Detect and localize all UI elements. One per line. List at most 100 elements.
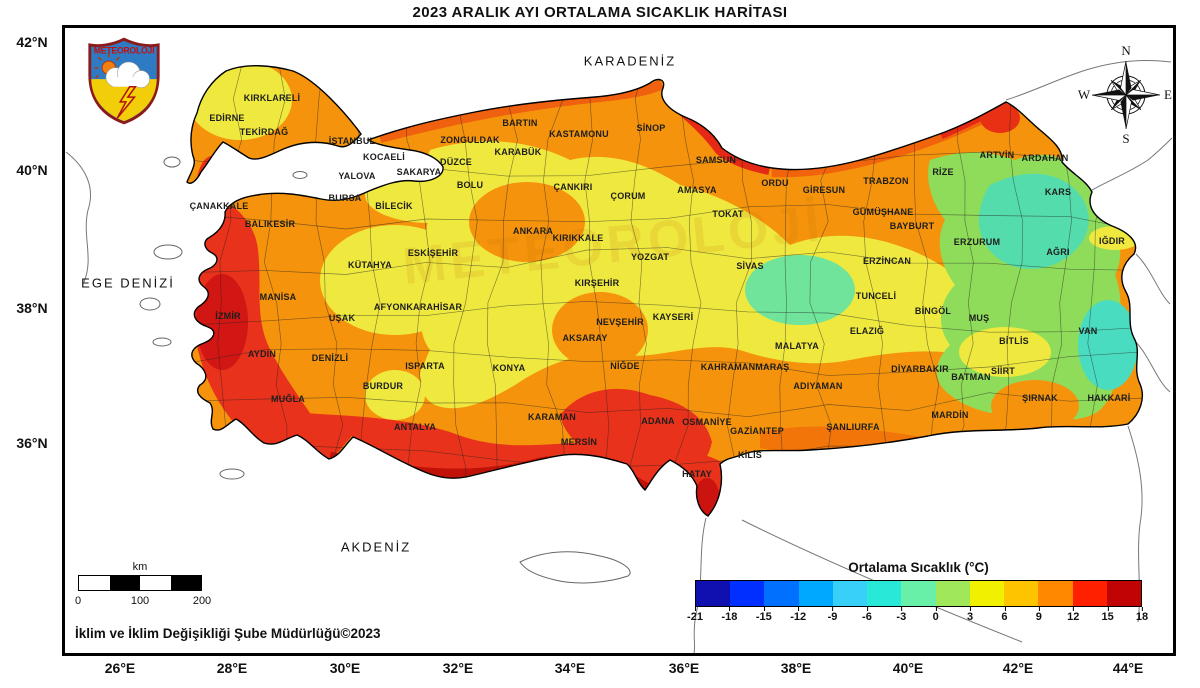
province-border-line [187, 392, 1143, 418]
legend-tick-label: -3 [896, 607, 907, 623]
legend-color-segment [764, 581, 799, 606]
page-title: 2023 ARALIK AYI ORTALAMA SICAKLIK HARİTA… [412, 4, 788, 21]
legend-color-segment [798, 581, 833, 606]
turkey-temperature-map: METEOROLOJİ [65, 59, 1173, 653]
greece-coast-line [65, 151, 92, 283]
region-deeporange-west-blacksea [378, 79, 665, 143]
map-frame: METEOROLOJİ [62, 25, 1176, 656]
legend-tick-label: -18 [721, 607, 738, 623]
islands-group [139, 156, 631, 584]
longitude-label: 36°E [668, 660, 700, 676]
legend-tick-label: -15 [755, 607, 772, 623]
compass-points-small [1110, 79, 1142, 111]
longitude-label: 38°E [780, 660, 812, 676]
latitude-label: 40°N [16, 162, 48, 178]
longitude-label: 42°E [1002, 660, 1034, 676]
logo-lightning-icon [116, 85, 137, 119]
compass-s-label: S [1122, 131, 1129, 146]
thrace-outline [186, 65, 362, 184]
legend-color-segment [696, 581, 731, 606]
region-cyan-sivas-east [745, 255, 855, 325]
compass-points-cardinal [1091, 60, 1161, 130]
legend-color-segment [867, 581, 902, 606]
region-cyan-erzurum-kars [978, 173, 1089, 269]
legend-color-segment [935, 581, 970, 606]
latitude-label: 38°N [16, 300, 48, 316]
latitude-label: 36°N [16, 435, 48, 451]
longitude-label: 44°E [1112, 660, 1144, 676]
legend-colorbar [695, 580, 1142, 607]
legend-color-segment [1106, 581, 1142, 606]
legend-tick-label: 0 [932, 607, 939, 623]
island [139, 297, 161, 311]
region-yellow-igdir [1089, 226, 1141, 250]
province-border-line [187, 204, 1143, 233]
legend-tick-label: 9 [1035, 607, 1042, 623]
province-border-line [453, 65, 478, 517]
island [219, 468, 245, 480]
legend-tick-label: 15 [1101, 607, 1114, 623]
turkey-outline [186, 65, 1144, 517]
credit-text: İklim ve İklim Değişikliği Şube Müdürlüğ… [75, 626, 381, 641]
region-red-mediterranean [288, 412, 724, 517]
legend-title: Ortalama Sıcaklık (°C) [848, 560, 989, 575]
compass-rose: N S E W [1078, 43, 1172, 146]
logo-cloud-icon [105, 61, 150, 88]
longitude-label: 32°E [442, 660, 474, 676]
latitude-label: 42°N [16, 34, 48, 50]
legend-tick-label: -9 [827, 607, 838, 623]
logo-text: METEOROLOJI [94, 45, 154, 55]
province-border-line [187, 247, 1143, 275]
province-border-line [187, 301, 1143, 333]
legend-tick-label: -21 [687, 607, 703, 623]
legend-tick-label: 3 [967, 607, 974, 623]
marmara-island [292, 171, 308, 179]
legend-tick-label: 12 [1067, 607, 1080, 623]
temperature-layers: METEOROLOJİ [187, 65, 1143, 517]
legend-color-segment [969, 581, 1005, 606]
anatolia-outline [191, 78, 1144, 517]
compass-w-label: W [1078, 87, 1091, 102]
island [163, 156, 181, 168]
island [152, 337, 172, 347]
region-cyan-van-east [1078, 300, 1138, 390]
longitude-label: 34°E [554, 660, 586, 676]
longitude-label: 30°E [329, 660, 361, 676]
scale-bar-segments [78, 575, 202, 591]
legend-tick-label: -6 [862, 607, 872, 623]
legend-color-segment [1072, 581, 1107, 606]
region-red-canakkale [196, 156, 228, 224]
scale-bar-segment [79, 576, 110, 590]
region-yellow-burdur [365, 370, 425, 420]
province-border-line [187, 348, 1143, 376]
scale-bar-labels: 0 100 200 [74, 595, 211, 609]
meteorology-logo: METEOROLOJI [88, 37, 160, 125]
province-border-line [486, 65, 518, 517]
scale-bar-unit: km [132, 561, 148, 573]
armenia-border-line [1091, 137, 1173, 191]
legend-color-segment [730, 581, 765, 606]
legend-color-segment [832, 581, 868, 606]
island [153, 244, 183, 260]
syria-coast-line [693, 517, 707, 653]
georgia-coast-line [1005, 59, 1172, 101]
longitude-label: 26°E [104, 660, 136, 676]
cyprus-outline [519, 551, 631, 584]
legend-color-segment [1004, 581, 1039, 606]
scale-bar-tick-label: 100 [130, 595, 150, 607]
region-orange-sirnak [991, 380, 1079, 432]
scale-bar-tick-label: 0 [74, 595, 82, 607]
legend-tick-label: -12 [790, 607, 807, 623]
temperature-legend: Ortalama Sıcaklık (°C) -21 -18 -15 -12 -9 -6 -… [687, 560, 1148, 625]
compass-e-label: E [1164, 87, 1172, 102]
compass-n-label: N [1121, 43, 1131, 58]
legend-ticks: -21 -18 -15 -12 -9 -6 -3 0 3 6 9 12 15 18 [687, 607, 1148, 625]
region-orange-ankara [469, 182, 585, 262]
region-darkred-izmir [196, 274, 248, 370]
legend-tick-label: 18 [1135, 607, 1149, 623]
legend-color-segment [901, 581, 936, 606]
scale-bar-tick-label: 200 [192, 595, 212, 607]
longitude-label: 40°E [892, 660, 924, 676]
legend-color-segment [1038, 581, 1073, 606]
